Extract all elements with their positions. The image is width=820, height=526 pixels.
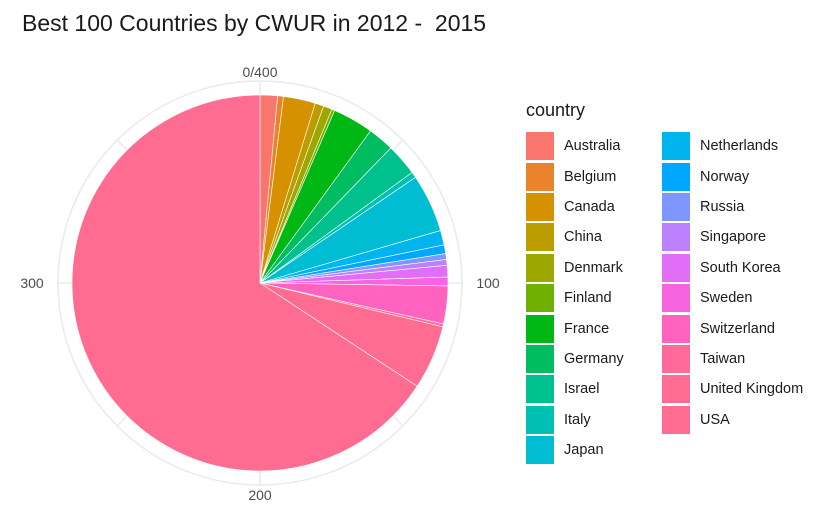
legend-swatch xyxy=(526,223,554,252)
legend-swatch xyxy=(526,253,554,282)
legend-columns: Australia Belgium Canada China Denmark Finlan… xyxy=(510,131,820,465)
legend-item-finland: Finland xyxy=(526,283,662,313)
axis-tick-label: 100 xyxy=(476,275,500,291)
legend-label: Switzerland xyxy=(700,320,775,337)
legend-swatch xyxy=(662,253,690,282)
legend-label: China xyxy=(564,229,602,246)
legend-label: Sweden xyxy=(700,290,753,307)
legend-label: Netherlands xyxy=(700,138,779,155)
legend-swatch xyxy=(662,132,690,161)
legend-item-switzerland: Switzerland xyxy=(662,313,820,343)
legend-item-south-korea: South Korea xyxy=(662,253,820,283)
legend-item-israel: Israel xyxy=(526,374,662,404)
legend-swatch xyxy=(662,284,690,313)
legend-swatch xyxy=(662,223,690,252)
legend-swatch xyxy=(662,344,690,373)
legend-item-france: France xyxy=(526,313,662,343)
axis-tick-label: 300 xyxy=(20,275,44,291)
legend-swatch xyxy=(662,192,690,221)
legend-item-germany: Germany xyxy=(526,344,662,374)
axis-tick-label: 200 xyxy=(248,487,272,503)
legend-item-usa: USA xyxy=(662,405,820,435)
legend-label: Australia xyxy=(564,138,621,155)
legend-item-japan: Japan xyxy=(526,435,662,465)
legend-item-singapore: Singapore xyxy=(662,222,820,252)
legend-label: Denmark xyxy=(564,259,623,276)
legend-swatch xyxy=(526,314,554,343)
axis-ticks: 0/400 100 200 300 xyxy=(20,64,500,503)
legend-swatch xyxy=(662,162,690,191)
legend-label: Italy xyxy=(564,411,591,428)
legend-item-sweden: Sweden xyxy=(662,283,820,313)
legend-column: Netherlands Norway Russia Singapore South Ko… xyxy=(662,131,820,465)
legend-swatch xyxy=(526,162,554,191)
legend-item-china: China xyxy=(526,222,662,252)
legend-label: South Korea xyxy=(700,259,781,276)
legend-item-russia: Russia xyxy=(662,192,820,222)
legend-swatch xyxy=(526,284,554,313)
legend-swatch xyxy=(526,375,554,404)
legend-label: Japan xyxy=(564,442,604,459)
legend-item-australia: Australia xyxy=(526,131,662,161)
legend-label: Norway xyxy=(700,168,750,185)
legend-column: Australia Belgium Canada China Denmark Finlan… xyxy=(526,131,662,465)
legend-swatch xyxy=(526,405,554,434)
legend-item-belgium: Belgium xyxy=(526,161,662,191)
legend-title: country xyxy=(526,100,586,120)
legend-label: Germany xyxy=(564,350,624,367)
legend-item-norway: Norway xyxy=(662,161,820,191)
legend-label: USA xyxy=(700,411,730,428)
legend-item-netherlands: Netherlands xyxy=(662,131,820,161)
legend-label: Israel xyxy=(564,381,600,398)
legend-label: Taiwan xyxy=(700,350,746,367)
legend-label: United Kingdom xyxy=(700,381,804,398)
legend-swatch xyxy=(662,375,690,404)
legend-item-taiwan: Taiwan xyxy=(662,344,820,374)
legend-label: Belgium xyxy=(564,168,617,185)
legend-item-united-kingdom: United Kingdom xyxy=(662,374,820,404)
legend-item-canada: Canada xyxy=(526,192,662,222)
legend-swatch xyxy=(526,436,554,465)
legend-label: France xyxy=(564,320,610,337)
pie-slices xyxy=(71,94,449,472)
legend-item-italy: Italy xyxy=(526,405,662,435)
legend-label: Russia xyxy=(700,198,745,215)
legend-item-denmark: Denmark xyxy=(526,253,662,283)
legend-swatch xyxy=(526,192,554,221)
pie-slice-usa xyxy=(71,94,418,472)
legend-swatch xyxy=(526,344,554,373)
legend-label: Finland xyxy=(564,290,612,307)
chart-title: Best 100 Countries by CWUR in 2012 - 201… xyxy=(22,10,487,36)
legend-swatch xyxy=(526,132,554,161)
legend: country Australia Belgium Canada China Denma… xyxy=(510,100,820,465)
legend-swatch xyxy=(662,405,690,434)
legend-label: Singapore xyxy=(700,229,767,246)
axis-tick-label: 0/400 xyxy=(242,64,277,80)
legend-swatch xyxy=(662,314,690,343)
legend-label: Canada xyxy=(564,198,615,215)
